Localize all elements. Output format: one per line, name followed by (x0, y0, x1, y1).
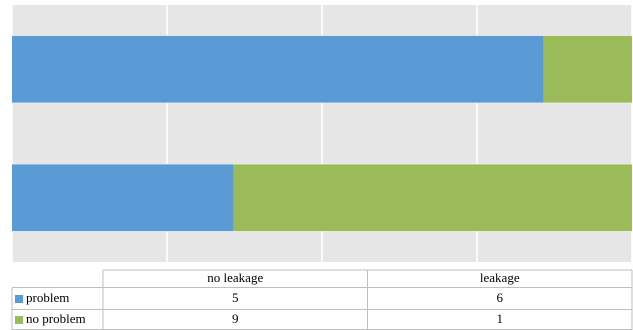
legend-label: no problem (26, 311, 86, 326)
table-value: 6 (497, 290, 504, 305)
table-value: 5 (232, 290, 239, 305)
bar-segment (233, 164, 632, 232)
bar-segment (543, 35, 632, 103)
table-value: 1 (497, 311, 504, 326)
table-header: leakage (480, 270, 520, 285)
bar-segment (12, 164, 234, 232)
table-header: no leakage (207, 270, 263, 285)
legend-swatch (15, 316, 23, 324)
legend-swatch (15, 295, 23, 303)
legend-label: problem (26, 290, 69, 305)
table-value: 9 (232, 311, 239, 326)
bar-segment (12, 35, 544, 103)
